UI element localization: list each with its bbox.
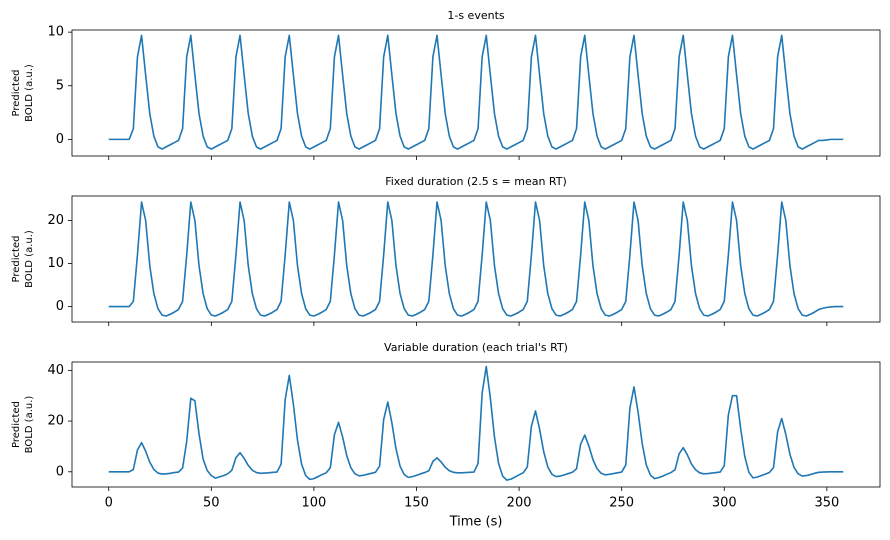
- x-tick-label: 350: [814, 496, 839, 511]
- y-axis-label: Predicted: [11, 401, 22, 448]
- y-tick-label: 0: [56, 132, 64, 147]
- y-axis-label: Predicted: [11, 236, 22, 283]
- axes-frame: [71, 361, 881, 488]
- y-tick-label: 5: [56, 78, 64, 93]
- x-tick-label: 150: [404, 496, 429, 511]
- y-axis-label: BOLD (a.u.): [24, 396, 35, 454]
- data-line: [108, 201, 844, 317]
- axes-title: Variable duration (each trial's RT): [384, 341, 568, 354]
- x-tick-label: 100: [301, 496, 326, 511]
- y-axis-label: BOLD (a.u.): [24, 64, 35, 122]
- y-tick-label: 10: [47, 256, 64, 271]
- data-line: [108, 34, 844, 150]
- x-tick-label: 50: [203, 496, 220, 511]
- y-tick-label: 10: [47, 25, 64, 40]
- y-tick-label: 40: [47, 363, 64, 378]
- y-tick-label: 0: [56, 299, 64, 314]
- x-axis-label: Time (s): [449, 515, 503, 530]
- y-tick-label: 0: [56, 464, 64, 479]
- x-tick-label: 0: [105, 496, 113, 511]
- y-tick-label: 20: [47, 414, 64, 429]
- axes-frame: [71, 195, 881, 323]
- data-line: [108, 365, 844, 481]
- y-axis-label: BOLD (a.u.): [24, 230, 35, 288]
- y-tick-label: 20: [47, 213, 64, 228]
- axes-title: 1-s events: [447, 9, 505, 22]
- x-tick-label: 200: [507, 496, 532, 511]
- x-tick-label: 300: [712, 496, 737, 511]
- x-tick-label: 250: [609, 496, 634, 511]
- y-axis-label: Predicted: [11, 70, 22, 117]
- axes-frame: [71, 29, 881, 157]
- axes-title: Fixed duration (2.5 s = mean RT): [385, 175, 567, 188]
